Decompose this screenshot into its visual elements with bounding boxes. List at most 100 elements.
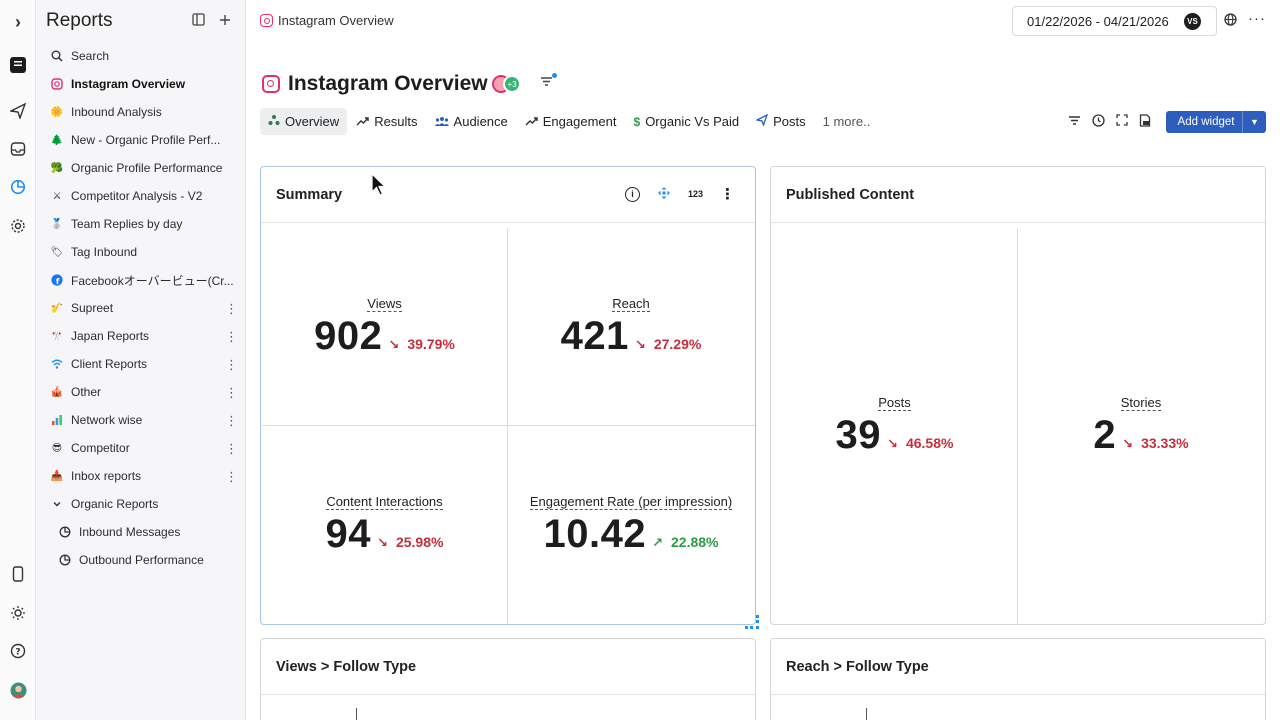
sidebar-item-new-organic-profile[interactable]: 🌲 New - Organic Profile Perf... [50,128,235,152]
sidebar-item-organic-profile-performance[interactable]: 🥦 Organic Profile Performance [50,156,235,180]
tab-label: Organic Vs Paid [645,114,740,129]
inbox-icon: 📥 [50,470,64,482]
more-vertical-icon[interactable]: ⋮ [720,186,735,203]
shared-users-avatars[interactable]: +3 [492,75,524,93]
sidebar-item-competitor[interactable]: 😎 Competitor ⋮ [50,436,238,460]
fullscreen-icon[interactable] [1116,114,1128,130]
publish-icon[interactable] [8,55,28,75]
views-follow-type-widget[interactable]: Views > Follow Type [260,638,756,720]
number-format-toggle[interactable]: 123 [687,189,703,199]
page-title: Instagram Overview [288,72,488,95]
add-widget-button[interactable]: Add widget ▼ [1166,111,1266,133]
user-avatar[interactable] [8,680,28,700]
sidebar-item-tag-inbound[interactable]: 🏷 Tag Inbound [50,240,235,264]
inbox-icon[interactable] [8,139,28,159]
sidebar-item-label: Inbox reports [71,469,142,483]
metric-label[interactable]: Content Interactions [326,494,443,510]
summary-widget[interactable]: Summary i 123 ⋮ [260,166,756,625]
wifi-icon [50,357,64,371]
sidebar-item-outbound-performance[interactable]: Outbound Performance [58,548,235,572]
sidebar-item-label: Search [71,49,110,63]
collapse-sidebar-icon[interactable] [192,13,205,29]
trend-down-icon: ↘ [887,436,898,451]
sidebar-item-search[interactable]: Search [50,44,235,68]
metric-value: 421 [560,314,629,358]
help-icon[interactable]: ? [8,641,28,661]
report-icon [58,525,72,539]
metric-label[interactable]: Reach [612,296,650,312]
compare-vs-badge[interactable]: VS [1184,13,1201,30]
sidebar-item-label: Facebookオーバービュー(Cr... [71,273,234,288]
more-horizontal-icon[interactable]: ··· [1248,10,1266,27]
sidebar-item-team-replies[interactable]: 🥈 Team Replies by day [50,212,235,236]
info-icon[interactable]: i [624,186,640,202]
add-report-icon[interactable] [219,13,231,29]
more-vertical-icon[interactable]: ⋮ [225,300,238,316]
tab-overview[interactable]: Overview [260,108,348,135]
more-vertical-icon[interactable]: ⋮ [225,468,238,484]
sidebar-item-facebook-overview[interactable]: f Facebookオーバービュー(Cr... [50,268,235,292]
metric-label[interactable]: Engagement Rate (per impression) [529,494,733,510]
reach-follow-type-widget[interactable]: Reach > Follow Type [770,638,1266,720]
chevron-down-icon[interactable]: ▼ [1242,111,1266,133]
sidebar-item-instagram-overview[interactable]: Instagram Overview [50,72,235,96]
sidebar-item-organic-reports[interactable]: Organic Reports [50,492,235,516]
sidebar-item-inbox-reports[interactable]: 📥 Inbox reports ⋮ [50,464,238,488]
sidebar-item-japan-reports[interactable]: 🎌 Japan Reports ⋮ [50,324,238,348]
metric-engagement-rate: Engagement Rate (per impression) 10.42 ↗… [508,494,754,557]
tab-engagement[interactable]: Engagement [517,108,625,135]
metric-change: 27.29% [653,336,702,352]
emoji-icon: 🎌 [50,330,64,342]
tab-results[interactable]: Results [348,108,425,135]
sidebar-item-client-reports[interactable]: Client Reports ⋮ [50,352,238,376]
add-widget-label: Add widget [1177,116,1235,128]
sidebar-item-other[interactable]: 🎪 Other ⋮ [50,380,238,404]
tab-audience[interactable]: Audience [427,108,516,135]
sidebar-item-label: Japan Reports [71,329,150,343]
export-icon[interactable] [1139,114,1151,130]
more-vertical-icon[interactable]: ⋮ [225,384,238,400]
theme-icon[interactable] [8,603,28,623]
more-vertical-icon[interactable]: ⋮ [225,412,238,428]
metric-label[interactable]: Views [367,296,402,312]
filter-icon[interactable] [1068,114,1081,130]
mobile-icon[interactable] [8,564,28,584]
tab-posts[interactable]: Posts [748,108,814,135]
sidebar-item-label: Competitor Analysis - V2 [71,189,203,203]
sidebar-item-label: Organic Reports [71,497,159,511]
more-vertical-icon[interactable]: ⋮ [225,356,238,372]
move-icon[interactable] [657,186,671,203]
sidebar-title: Reports [46,10,113,31]
date-range-picker[interactable]: 01/22/2026 - 04/21/2026 VS [1012,6,1217,36]
tab-more[interactable]: 1 more.. [815,108,879,135]
send-icon[interactable] [8,101,28,121]
globe-icon[interactable] [1224,13,1237,29]
resize-handle[interactable] [745,615,759,629]
sidebar-item-label: Organic Profile Performance [71,161,223,175]
reports-icon[interactable] [8,177,28,197]
tab-organic-vs-paid[interactable]: $ Organic Vs Paid [626,108,748,135]
metric-change: 22.88% [671,534,719,550]
clock-icon[interactable] [1092,114,1105,130]
widget-header: Views > Follow Type [261,639,755,695]
metric-stories: Stories 2 ↘ 33.33% [1018,395,1264,458]
more-vertical-icon[interactable]: ⋮ [225,328,238,344]
filter-icon[interactable] [540,74,553,90]
sidebar-item-label: Other [71,385,102,399]
settings-icon[interactable] [8,216,28,236]
sidebar-item-inbound-analysis[interactable]: 🌼 Inbound Analysis [50,100,235,124]
trend-down-icon: ↘ [388,337,400,352]
published-content-widget[interactable]: Published Content [770,166,1266,625]
sidebar-item-competitor-analysis[interactable]: ⚔ Competitor Analysis - V2 [50,184,235,208]
tab-label: Posts [773,114,806,129]
trend-icon [356,115,369,129]
sidebar-item-inbound-messages[interactable]: Inbound Messages [58,520,235,544]
sidebar-item-supreet[interactable]: 🎷 Supreet ⋮ [50,296,238,320]
sidebar-item-network-wise[interactable]: Network wise ⋮ [50,408,238,432]
metric-label[interactable]: Posts [878,395,911,411]
metric-label[interactable]: Stories [1120,395,1162,411]
breadcrumb: Instagram Overview [260,13,394,28]
more-vertical-icon[interactable]: ⋮ [225,440,238,456]
logo-icon[interactable]: › [15,11,21,32]
emoji-icon: 🌼 [50,106,64,118]
